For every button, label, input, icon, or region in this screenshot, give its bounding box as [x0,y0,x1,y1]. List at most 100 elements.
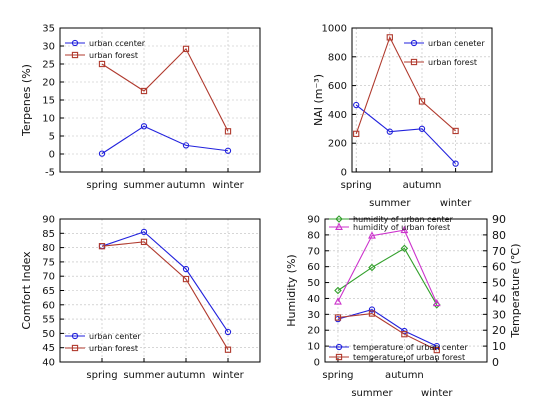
series-line [355,104,456,165]
data-point [418,125,426,132]
y2-tick-label: 20 [492,324,506,337]
y-tick-label: 0 [314,358,320,369]
legend-marker [335,222,343,230]
series-4 [334,310,440,354]
x-tick-label: spring [86,180,117,191]
y-tick-label: 5 [49,132,55,143]
y2-tick-label: 0 [492,356,499,369]
x-tick-label: spring [341,180,372,191]
y-tick-label: 75 [42,257,55,268]
data-point [98,243,106,250]
series-line [337,308,438,347]
y-axis-label: Terpenes (%) [20,64,33,137]
legend-item: urban forest [404,58,477,67]
legend-item: humidity of urban forest [329,222,450,232]
y2-tick-label: 60 [492,261,506,274]
data-point [224,147,232,154]
legend-item: urban forest [65,344,138,353]
series-line [355,35,456,135]
legend-item: urban ceneter [404,39,485,48]
y-tick-label: 600 [328,81,347,92]
legend-label: urban forest [89,51,138,60]
y-tick-label: 90 [42,215,55,226]
y-tick-label: 80 [42,243,55,254]
data-point [353,130,360,137]
legend-marker [410,39,418,47]
y-tick-label: 0 [341,168,347,179]
legend-label: urban forest [428,58,477,67]
legend-item: temperature of urban forest [329,353,465,362]
series-1 [98,228,232,336]
x-tick-label: autumn [167,180,206,191]
legend-marker [71,344,79,352]
y-tick-label: 60 [42,300,55,311]
y-tick-label: 85 [42,229,55,240]
x-tick-label: winter [212,370,244,381]
data-point [386,34,393,41]
data-point [433,346,440,354]
y-tick-label: 10 [307,342,320,353]
x-tick-label: spring [86,370,117,381]
x-tick-label: winter [440,198,472,209]
x-tick-label: summer [351,388,393,399]
legend-label: urban center [89,332,141,341]
legend: urban ccenter urban forest [65,39,146,60]
y-tick-label: 15 [42,96,55,107]
data-point [224,328,232,336]
data-point [98,150,106,157]
series-3 [334,306,440,350]
legend-item: humidity of urban center [329,215,454,224]
data-point [224,128,232,135]
y2-tick-label: 10 [492,340,506,353]
data-point [182,275,190,283]
y-tick-label: 60 [307,262,320,273]
y-tick-label: -5 [45,168,55,179]
series-line [101,231,229,333]
y-axis-label: Humidity (%) [285,254,298,326]
legend-marker [335,215,343,223]
series-line [101,241,229,350]
data-point [182,265,190,273]
x-tick-label: autumn [167,370,206,381]
y-tick-label: 0 [49,150,55,161]
y2-tick-label: 80 [492,229,506,242]
y-tick-label: 65 [42,286,55,297]
y-tick-label: 40 [42,358,55,369]
data-point [386,128,393,135]
y2-tick-label: 40 [492,292,506,305]
data-point [433,342,440,350]
panel-comfort: 40 45 50 55 60 65 70 75 80 85 90 spring summer autumn… [20,215,261,381]
data-point [353,101,360,109]
legend-item: urban forest [65,51,138,60]
legend-marker [71,51,79,59]
y-axis-label: Comfort Index [20,251,33,330]
legend-item: temperature of urban center [329,343,468,352]
y-tick-label: 30 [42,42,55,53]
legend-marker [71,332,79,340]
data-point [334,314,342,321]
legend-label: urban forest [89,344,138,353]
series-2 [98,45,232,135]
legend-item: urban center [65,332,141,341]
y-tick-label: 55 [42,315,55,326]
series-1 [353,101,459,167]
panel-terpenes: -5 0 5 10 15 20 25 30 35 spring summer autumn winter… [20,24,261,191]
y-tick-label: 1000 [322,24,347,35]
y-tick-label: 50 [42,329,55,340]
y-tick-label: 70 [42,272,55,283]
x-tick-label: summer [123,180,165,191]
legend-label: temperature of urban center [353,343,468,352]
legend: urban center urban forest [65,332,141,353]
legend-marker [335,343,343,351]
y-tick-label: 200 [328,139,347,150]
legend-marker [410,58,418,66]
y-tick-label: 25 [42,60,55,71]
y2-tick-label: 50 [492,277,506,290]
y2-tick-label: 70 [492,245,506,258]
x-tick-label: spring [322,370,353,381]
data-point [140,238,148,246]
data-point [368,306,376,313]
